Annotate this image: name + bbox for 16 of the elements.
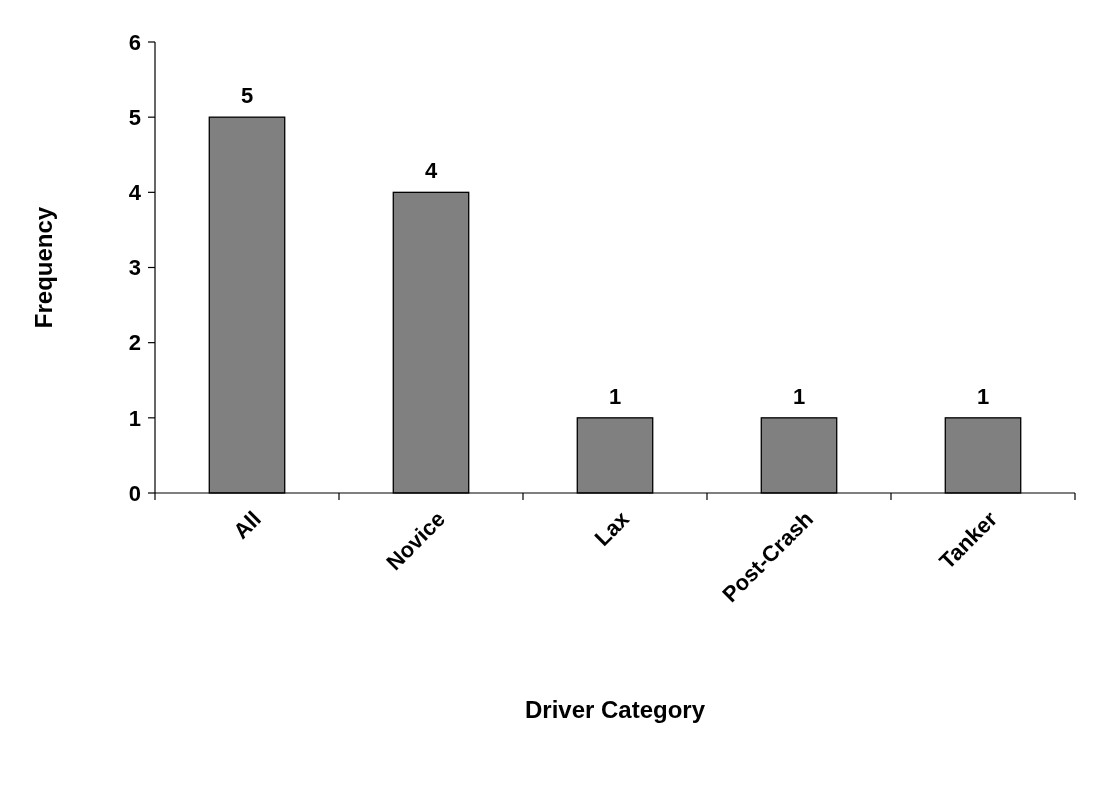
y-tick-label: 2: [128, 330, 141, 356]
data-label: 1: [976, 383, 990, 409]
x-tick-label: All: [228, 506, 266, 544]
data-label: 1: [608, 383, 622, 409]
y-axis-title: Frequency: [30, 206, 58, 329]
data-label: 4: [424, 158, 438, 184]
y-tick-label: 1: [128, 405, 141, 431]
data-label: 5: [240, 83, 254, 109]
x-axis-title: Driver Category: [524, 696, 706, 723]
y-tick-label: 0: [128, 480, 141, 506]
x-tick-label: Lax: [589, 505, 635, 551]
data-label: 1: [792, 383, 806, 409]
y-tick-label: 3: [128, 255, 141, 281]
y-tick-label: 5: [128, 104, 141, 130]
y-tick-label: 4: [128, 180, 142, 206]
y-tick-label: 6: [128, 29, 141, 55]
